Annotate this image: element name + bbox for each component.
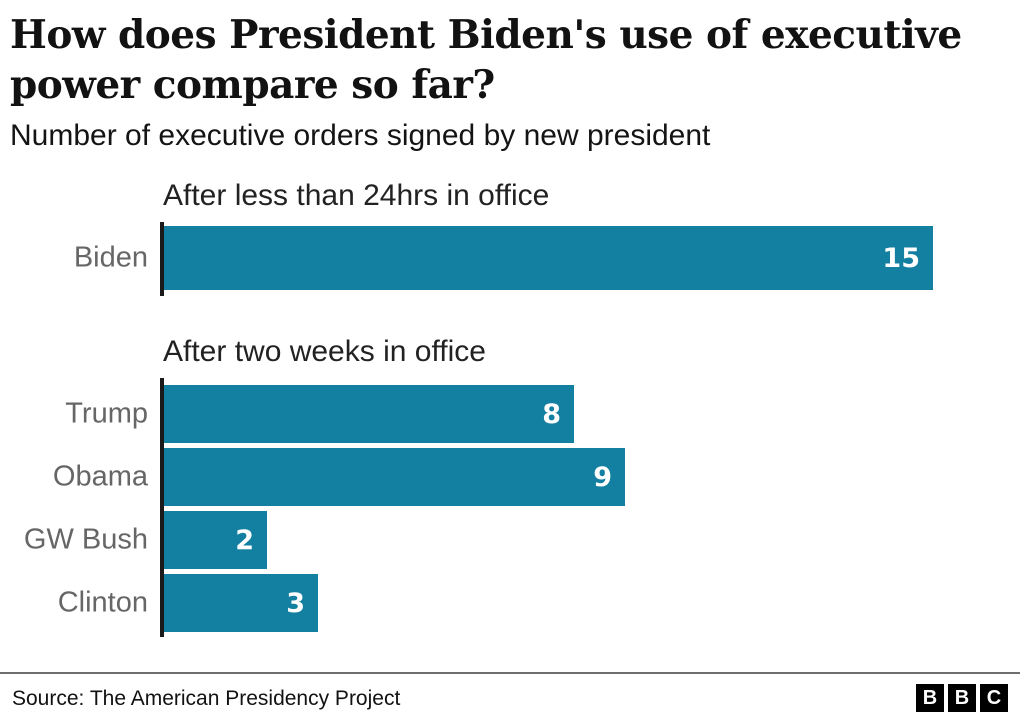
bar-plot-24hrs: Biden 15 xyxy=(74,222,1016,296)
chart-title-line-1: How does President Biden's use of execut… xyxy=(10,12,962,58)
bar-row: Obama 9 xyxy=(53,448,1016,506)
bar-value: 8 xyxy=(542,398,561,430)
bar-row: Clinton 3 xyxy=(58,574,1016,632)
source-text: Source: The American Presidency Project xyxy=(12,687,401,710)
bar-label: Clinton xyxy=(57,586,148,619)
bar: 8 xyxy=(164,385,574,443)
bbc-logo-letter-1: B xyxy=(916,684,944,712)
section-title-24hrs: After less than 24hrs in office xyxy=(163,179,550,212)
bar: 2 xyxy=(164,511,267,569)
section-title-two-weeks: After two weeks in office xyxy=(163,335,486,368)
footer-divider xyxy=(0,672,1020,674)
bar-label: Trump xyxy=(65,397,148,430)
bbc-logo-letter-3: C xyxy=(980,684,1008,712)
bar-plot-two-weeks: Trump 8 Obama 9 GW Bush 2 Clinton 3 xyxy=(24,378,1016,637)
bar-row: Trump 8 xyxy=(65,385,1016,443)
bar-value: 15 xyxy=(882,242,920,274)
bar-row: Biden 15 xyxy=(74,226,1016,290)
bar-value: 2 xyxy=(235,524,254,556)
chart-title: How does President Biden's use of execut… xyxy=(10,10,962,110)
bar-value: 9 xyxy=(593,461,612,493)
chart-title-line-2: power compare so far? xyxy=(10,62,495,108)
bar-label: GW Bush xyxy=(23,523,148,556)
bar: 15 xyxy=(164,226,933,290)
bbc-logo: B B C xyxy=(916,684,1008,712)
bar-label: Obama xyxy=(52,460,148,493)
bar-label: Biden xyxy=(73,241,148,274)
bar: 9 xyxy=(164,448,625,506)
chart-subtitle: Number of executive orders signed by new… xyxy=(10,119,711,152)
bbc-logo-letter-2: B xyxy=(948,684,976,712)
bar-value: 3 xyxy=(286,587,305,619)
bar: 3 xyxy=(164,574,318,632)
bar-row: GW Bush 2 xyxy=(24,511,1016,569)
